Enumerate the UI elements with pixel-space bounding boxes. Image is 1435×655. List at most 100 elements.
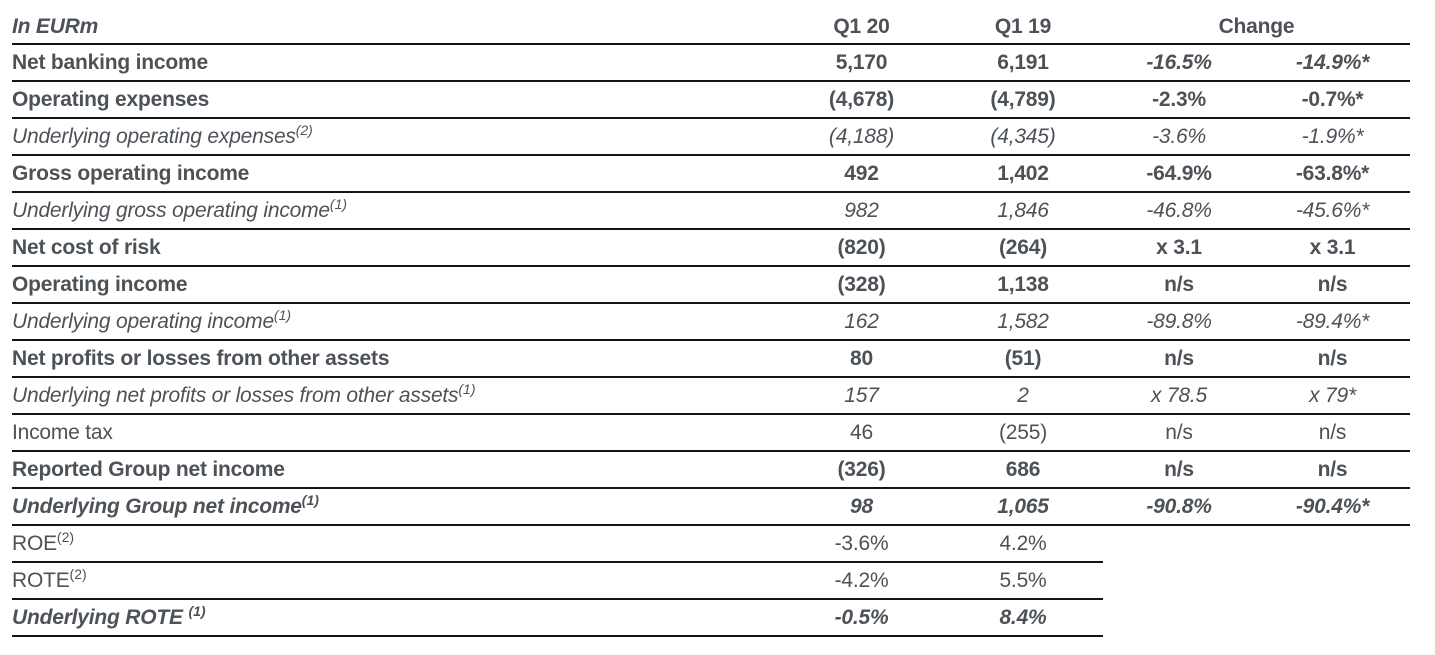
cell-change: x 3.1 [1103,229,1255,267]
cell-change-adjusted: n/s [1255,451,1410,489]
row-label: Net profits or losses from other assets [12,340,780,378]
row-label-text: Underlying gross operating income [12,198,330,222]
cell-change: -16.5% [1103,44,1255,82]
table-row-reported-group-net-income: Reported Group net income (326) 686 n/s … [12,451,1410,489]
footnote-marker: (1) [301,491,319,508]
row-label-text: Underlying operating expenses [12,124,296,148]
footnote-marker: (1) [273,306,292,323]
cell-change-adjusted: -45.6%* [1255,192,1410,230]
table-row-roe: ROE(2) -3.6% 4.2% [12,525,1410,563]
cell-change: -90.8% [1103,488,1255,526]
cell-change-adjusted: x 3.1 [1255,229,1410,267]
row-label: Underlying operating income(1) [12,303,780,341]
cell-q1-20: 982 [780,192,943,230]
cell-q1-19: 5.5% [943,562,1103,600]
row-label: ROTE(2) [12,562,780,600]
cell-q1-20: 80 [780,340,943,378]
cell-change-adjusted: x 79* [1255,377,1410,415]
cell-q1-19: (255) [943,414,1103,452]
cell-q1-19: 8.4% [943,599,1103,637]
footnote-marker: (2) [295,121,313,138]
cell-change: -2.3% [1103,81,1255,119]
table-row-underlying-operating-expenses: Underlying operating expenses(2) (4,188)… [12,118,1410,156]
row-label-text: ROE [12,531,57,555]
cell-change [1103,525,1255,562]
table-row-underlying-net-profits-from-other-assets: Underlying net profits or losses from ot… [12,377,1410,415]
cell-change: -64.9% [1103,155,1255,193]
cell-change-adjusted: n/s [1255,414,1410,452]
unit-label: In EURm [12,10,780,45]
row-label-text: Underlying Group net income [12,494,302,518]
row-label: Income tax [12,414,780,452]
row-label-text: Net banking income [12,50,208,74]
cell-q1-20: (328) [780,266,943,304]
row-label-text: Gross operating income [12,161,250,185]
row-label-text: Operating expenses [12,87,210,111]
cell-change: -89.8% [1103,303,1255,341]
table-row-net-profits-from-other-assets: Net profits or losses from other assets … [12,340,1410,378]
cell-q1-20: 46 [780,414,943,452]
row-label: Underlying ROTE (1) [12,599,780,637]
table-row-net-cost-of-risk: Net cost of risk (820) (264) x 3.1 x 3.1 [12,229,1410,267]
row-label: Net cost of risk [12,229,780,267]
cell-q1-19: (264) [943,229,1103,267]
footnote-marker: (1) [458,380,476,397]
row-label: Underlying net profits or losses from ot… [12,377,780,415]
table-row-rote: ROTE(2) -4.2% 5.5% [12,562,1410,600]
cell-change-adjusted [1255,599,1410,636]
row-label-text: ROTE [12,568,70,592]
table-row-operating-income: Operating income (328) 1,138 n/s n/s [12,266,1410,304]
table-row-operating-expenses: Operating expenses (4,678) (4,789) -2.3%… [12,81,1410,119]
row-label: Operating expenses [12,81,780,119]
row-label-text: Underlying net profits or losses from ot… [12,383,459,407]
cell-change: -3.6% [1103,118,1255,156]
cell-q1-19: 1,402 [943,155,1103,193]
header-row: In EURm Q1 20 Q1 19 Change [12,10,1410,45]
cell-q1-19: 686 [943,451,1103,489]
cell-q1-20: -0.5% [780,599,943,637]
cell-change-adjusted: -89.4%* [1255,303,1410,341]
footnote-marker: (2) [56,528,75,545]
table-row-underlying-operating-income: Underlying operating income(1) 162 1,582… [12,303,1410,341]
cell-change: n/s [1103,340,1255,378]
row-label-text: Income tax [12,420,113,444]
table-row-underlying-gross-operating-income: Underlying gross operating income(1) 982… [12,192,1410,230]
cell-q1-19: (51) [943,340,1103,378]
cell-change-adjusted: n/s [1255,340,1410,378]
table-row-underlying-rote: Underlying ROTE (1) -0.5% 8.4% [12,599,1410,637]
cell-q1-20: -4.2% [780,562,943,600]
row-label-text: Reported Group net income [12,457,285,481]
cell-q1-20: 157 [780,377,943,415]
cell-q1-19: 4.2% [943,525,1103,563]
cell-q1-19: 2 [943,377,1103,415]
row-label-text: Underlying operating income [12,309,274,333]
cell-q1-20: -3.6% [780,525,943,563]
row-label: ROE(2) [12,525,780,563]
table-row-income-tax: Income tax 46 (255) n/s n/s [12,414,1410,452]
cell-q1-20: 98 [780,488,943,526]
cell-q1-20: (4,678) [780,81,943,119]
footnote-marker: (1) [329,195,348,212]
cell-change: n/s [1103,414,1255,452]
cell-q1-20: 492 [780,155,943,193]
table-row-net-banking-income: Net banking income 5,170 6,191 -16.5% -1… [12,44,1410,82]
row-label: Net banking income [12,44,780,82]
row-label: Reported Group net income [12,451,780,489]
column-header-q1-20: Q1 20 [780,10,943,45]
cell-change-adjusted: -1.9%* [1255,118,1410,156]
quarterly-results-table: In EURm Q1 20 Q1 19 Change Net banking i… [12,10,1410,637]
cell-change: x 78.5 [1103,377,1255,415]
footnote-marker: (2) [69,565,87,582]
column-header-change: Change [1103,10,1410,45]
cell-change [1103,599,1255,636]
row-label: Underlying gross operating income(1) [12,192,780,230]
cell-change [1103,562,1255,599]
cell-change-adjusted: -63.8%* [1255,155,1410,193]
row-label: Operating income [12,266,780,304]
cell-q1-20: (4,188) [780,118,943,156]
row-label-text: Net cost of risk [12,235,161,259]
cell-change-adjusted [1255,525,1410,562]
cell-change: n/s [1103,266,1255,304]
cell-q1-19: 6,191 [943,44,1103,82]
cell-change-adjusted: n/s [1255,266,1410,304]
